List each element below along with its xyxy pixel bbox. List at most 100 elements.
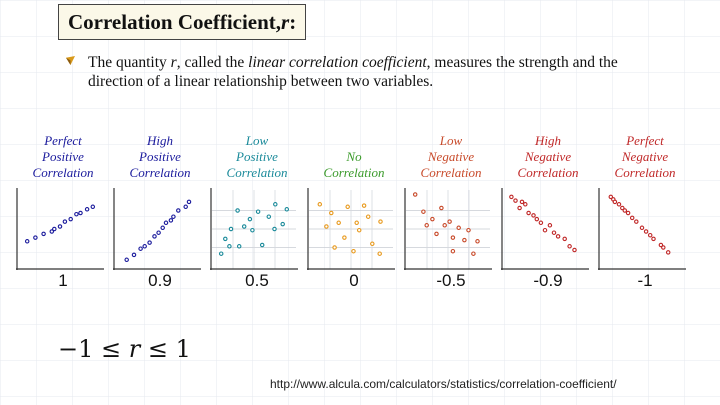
data-point xyxy=(513,198,518,203)
scatter-plot xyxy=(598,188,686,270)
data-point xyxy=(74,211,79,217)
panel-label-line: Positive xyxy=(139,149,181,164)
data-point xyxy=(317,202,323,207)
arrow-bullet-icon xyxy=(66,56,75,65)
panel-label-line: Low xyxy=(439,133,463,148)
description-text: The quantity r, called the linear correl… xyxy=(88,53,666,91)
data-point xyxy=(90,204,96,210)
description-term: linear correlation coefficient xyxy=(248,54,427,71)
data-point xyxy=(235,208,240,213)
data-point xyxy=(434,231,439,237)
data-point xyxy=(354,220,359,226)
data-point xyxy=(562,236,567,242)
scatter-plot xyxy=(16,188,104,270)
data-point xyxy=(142,244,147,249)
data-point xyxy=(658,242,664,248)
data-point xyxy=(634,219,639,224)
data-point xyxy=(450,235,456,240)
data-point xyxy=(450,248,456,254)
data-point xyxy=(643,229,649,234)
data-point xyxy=(171,214,176,219)
panel-label-line: Correlation xyxy=(323,165,385,180)
data-point xyxy=(241,224,247,229)
data-point xyxy=(329,210,334,216)
data-point xyxy=(639,225,645,231)
slide-title: Correlation Coefficient, r : xyxy=(58,4,307,40)
data-point xyxy=(365,214,371,219)
data-point xyxy=(523,202,528,207)
data-point xyxy=(68,216,73,222)
data-point xyxy=(622,208,628,213)
scatter-plot xyxy=(210,188,298,270)
panel-label-line: Positive xyxy=(236,149,278,164)
data-point xyxy=(124,257,129,263)
panel-label-line: Correlation xyxy=(517,165,579,180)
panel-label-line: Perfect xyxy=(44,133,82,148)
data-point xyxy=(57,224,63,229)
data-point xyxy=(542,227,548,233)
data-point xyxy=(336,220,341,226)
data-point xyxy=(183,204,188,210)
data-point xyxy=(62,219,68,224)
data-point xyxy=(236,244,242,249)
description-part: , called the xyxy=(176,54,249,71)
data-point xyxy=(160,225,165,231)
data-point xyxy=(78,210,83,216)
scatter-plot xyxy=(501,188,589,270)
data-point xyxy=(651,236,656,242)
data-point xyxy=(342,235,347,240)
scatter-plot xyxy=(113,188,201,270)
source-url[interactable]: http://www.alcula.com/calculators/statis… xyxy=(270,377,617,391)
data-point xyxy=(147,240,152,245)
title-variable: r xyxy=(281,9,290,34)
panel-label-line: High xyxy=(147,133,173,148)
data-point xyxy=(551,230,557,235)
panel-label-line: No xyxy=(346,149,362,164)
data-point xyxy=(41,231,46,237)
data-point xyxy=(475,239,480,244)
data-point xyxy=(332,245,337,250)
data-point xyxy=(517,205,522,211)
data-point xyxy=(608,194,614,200)
panel-label: High Positive Correlation xyxy=(113,133,207,181)
data-point xyxy=(168,218,174,223)
r-value-label: -0.5 xyxy=(436,271,466,290)
title-prefix: Correlation Coefficient, xyxy=(68,9,282,34)
data-point xyxy=(462,237,467,243)
data-point xyxy=(49,229,55,234)
data-point xyxy=(176,208,181,213)
data-point xyxy=(531,213,536,218)
data-point xyxy=(131,252,137,258)
data-point xyxy=(466,227,471,233)
data-point xyxy=(519,199,525,205)
data-point xyxy=(284,207,290,212)
description-variable: r xyxy=(170,54,177,71)
panel-label: Perfect Negative Correlation xyxy=(598,133,692,181)
panel-label: Low Negative Correlation xyxy=(404,133,498,181)
data-point xyxy=(439,205,444,211)
formula-right: ≤ 1 xyxy=(140,335,191,363)
data-point xyxy=(665,250,671,255)
data-point xyxy=(247,216,253,222)
data-point xyxy=(471,251,476,256)
panel-label-line: Perfect xyxy=(626,133,664,148)
data-point xyxy=(526,210,531,216)
data-point xyxy=(412,192,418,197)
scatter-plot xyxy=(307,188,395,270)
data-point xyxy=(84,207,90,212)
panel-label-line: Low xyxy=(245,133,269,148)
panel-label-line: Correlation xyxy=(614,165,676,180)
range-formula: −1 ≤ r ≤ 1 xyxy=(58,335,191,363)
data-point xyxy=(356,227,362,233)
data-point xyxy=(378,219,383,224)
data-point xyxy=(534,216,540,222)
r-value-label: -1 xyxy=(637,271,653,290)
panel-label-line: Negative xyxy=(427,149,475,164)
formula-variable: r xyxy=(128,335,141,363)
data-point xyxy=(620,205,625,211)
data-point xyxy=(255,209,261,214)
data-point xyxy=(156,230,161,235)
panel-label-line: Positive xyxy=(42,149,84,164)
data-point xyxy=(612,199,618,205)
